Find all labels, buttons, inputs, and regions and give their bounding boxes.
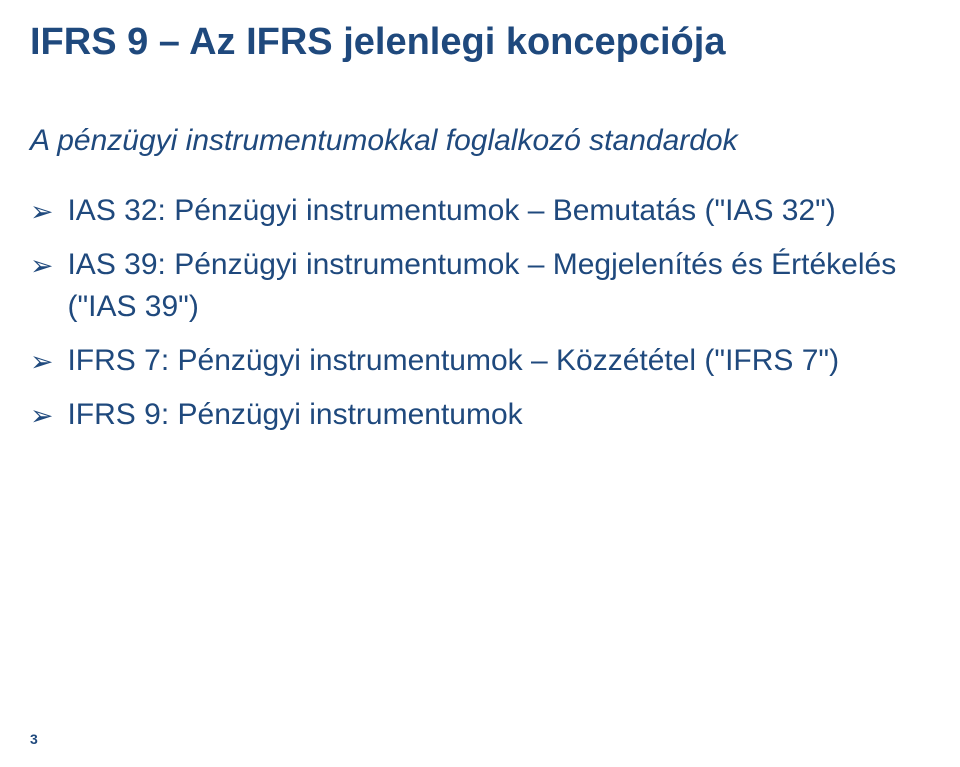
bullet-arrow-icon: ➢ [30, 342, 53, 381]
bullet-text: IFRS 9: Pénzügyi instrumentumok [67, 394, 930, 436]
bullet-arrow-icon: ➢ [30, 396, 53, 435]
page-number: 3 [30, 731, 38, 747]
list-item: ➢ IAS 32: Pénzügyi instrumentumok – Bemu… [30, 190, 930, 232]
list-item: ➢ IAS 39: Pénzügyi instrumentumok – Megj… [30, 244, 930, 328]
bullet-arrow-icon: ➢ [30, 192, 53, 231]
bullet-text: IAS 32: Pénzügyi instrumentumok – Bemuta… [67, 190, 930, 232]
list-item: ➢ IFRS 9: Pénzügyi instrumentumok [30, 394, 930, 436]
bullet-list: ➢ IAS 32: Pénzügyi instrumentumok – Bemu… [30, 190, 930, 436]
bullet-text: IAS 39: Pénzügyi instrumentumok – Megjel… [67, 244, 930, 328]
slide-title: IFRS 9 – Az IFRS jelenlegi koncepciója [30, 20, 930, 66]
bullet-arrow-icon: ➢ [30, 246, 53, 285]
list-item: ➢ IFRS 7: Pénzügyi instrumentumok – Közz… [30, 340, 930, 382]
bullet-text: IFRS 7: Pénzügyi instrumentumok – Közzét… [67, 340, 930, 382]
slide-subtitle: A pénzügyi instrumentumokkal foglalkozó … [30, 121, 930, 160]
